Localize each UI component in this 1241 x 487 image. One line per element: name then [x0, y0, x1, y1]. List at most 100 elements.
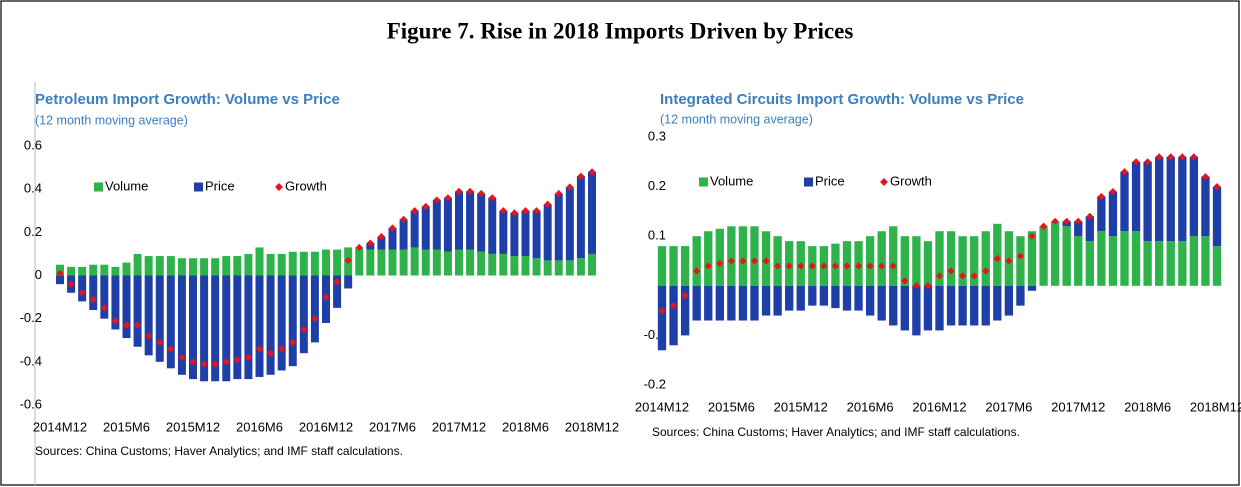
- bar: [177, 275, 186, 375]
- x-tick-label: 2015M6: [103, 419, 150, 434]
- bar: [233, 275, 242, 380]
- growth-point: [901, 277, 909, 285]
- bar: [993, 285, 1002, 321]
- bar: [455, 249, 463, 276]
- bar: [133, 253, 142, 276]
- bar: [1201, 176, 1210, 237]
- bar: [1189, 156, 1199, 237]
- bar: [865, 236, 875, 286]
- bar: [211, 275, 220, 382]
- bar: [657, 285, 667, 351]
- bar: [1050, 221, 1060, 286]
- growth-point: [411, 207, 419, 215]
- bar: [796, 285, 805, 311]
- bar: [704, 231, 713, 286]
- bar: [388, 249, 397, 276]
- bar: [946, 285, 956, 326]
- bar: [89, 264, 98, 276]
- bar: [189, 258, 197, 276]
- bar: [889, 226, 898, 286]
- growth-point: [878, 262, 886, 270]
- bar: [1189, 236, 1199, 286]
- bar: [854, 285, 863, 311]
- source-note: Sources: China Customs; Haver Analytics;…: [35, 444, 403, 458]
- bar: [432, 199, 441, 250]
- growth-point: [366, 239, 374, 247]
- bar: [377, 236, 386, 250]
- bar: [310, 251, 319, 276]
- growth-point: [935, 272, 944, 280]
- bar: [144, 275, 153, 356]
- bar: [122, 262, 131, 276]
- bar: [388, 228, 397, 250]
- growth-point: [797, 262, 805, 270]
- growth-point: [1167, 153, 1175, 161]
- bar: [510, 212, 519, 257]
- growth-point: [322, 293, 330, 301]
- x-tick-label: 2017M12: [432, 419, 486, 434]
- bar: [266, 275, 275, 375]
- bar: [738, 285, 748, 321]
- bar: [421, 206, 430, 250]
- growth-point: [959, 272, 967, 280]
- growth-point: [111, 317, 120, 325]
- growth-point: [89, 295, 97, 303]
- bar: [704, 285, 713, 321]
- bar: [554, 193, 563, 261]
- bar: [970, 236, 979, 286]
- bar: [576, 176, 585, 259]
- bar: [399, 219, 408, 250]
- legend-swatch: [880, 178, 888, 186]
- bar: [1039, 226, 1048, 286]
- legend-label: Growth: [285, 178, 327, 193]
- bar: [1108, 236, 1118, 286]
- growth-point: [255, 345, 264, 353]
- growth-point: [466, 187, 474, 195]
- growth-point: [1074, 217, 1082, 225]
- bar: [877, 285, 886, 321]
- bar: [1004, 285, 1014, 316]
- bar: [200, 275, 209, 382]
- bar: [122, 275, 131, 339]
- figure-title: Figure 7. Rise in 2018 Imports Driven by…: [387, 18, 854, 43]
- bar: [900, 236, 909, 286]
- bar: [981, 231, 990, 286]
- growth-point: [311, 315, 319, 323]
- bar: [189, 275, 197, 380]
- growth-point: [866, 262, 874, 270]
- legend-swatch: [275, 183, 283, 191]
- bar: [727, 285, 736, 321]
- bar: [211, 258, 220, 276]
- y-tick-label: 0.2: [24, 224, 42, 239]
- bar: [1062, 226, 1071, 286]
- bar: [443, 251, 452, 276]
- growth-point: [1005, 257, 1013, 265]
- growth-point: [355, 243, 363, 252]
- bar: [166, 256, 175, 276]
- bar: [692, 236, 701, 286]
- bar: [900, 285, 909, 331]
- bar: [669, 246, 678, 286]
- bar: [1131, 231, 1141, 286]
- growth-point: [488, 194, 496, 202]
- bar: [923, 241, 933, 286]
- bar: [410, 247, 419, 276]
- x-tick-label: 2015M12: [166, 419, 220, 434]
- x-tick-label: 2018M12: [1190, 399, 1241, 414]
- bar: [499, 253, 508, 276]
- growth-point: [1144, 158, 1152, 166]
- bar: [166, 275, 175, 369]
- bar: [958, 285, 967, 326]
- bar: [842, 285, 852, 311]
- bar: [488, 253, 497, 276]
- bar: [288, 251, 297, 276]
- bar: [1085, 241, 1094, 286]
- bar: [56, 275, 64, 285]
- bar: [819, 285, 829, 306]
- growth-point: [658, 307, 666, 315]
- growth-point: [499, 207, 507, 215]
- bar: [78, 266, 87, 276]
- bar: [255, 247, 264, 276]
- y-tick-label: 0.3: [648, 128, 666, 143]
